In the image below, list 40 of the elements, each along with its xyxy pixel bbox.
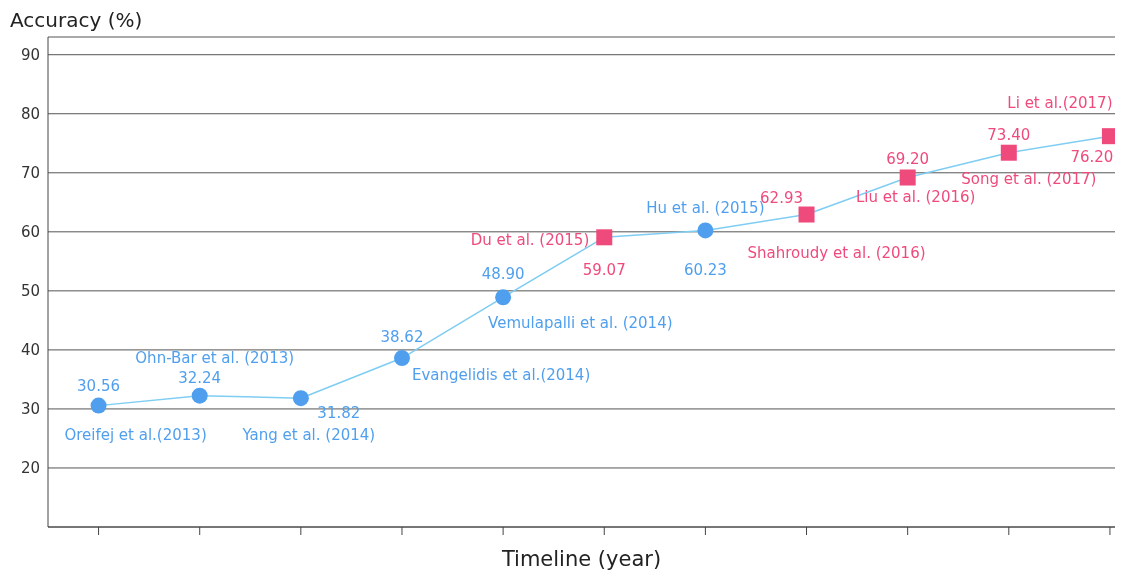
- point: [1000, 144, 1017, 161]
- data-label: 48.90: [481, 265, 525, 284]
- y-tick-label: 90: [20, 46, 40, 65]
- point: [899, 169, 916, 186]
- data-label: 38.62: [380, 328, 424, 347]
- point: [90, 397, 107, 414]
- annotation: Yang et al. (2014): [241, 426, 376, 445]
- point: [393, 350, 410, 367]
- point: [798, 206, 815, 223]
- annotation: Liu et al. (2016): [855, 187, 976, 206]
- annotation: Li et al.(2017): [1007, 94, 1113, 113]
- annotation: Du et al. (2015): [470, 231, 590, 250]
- point: [292, 390, 309, 407]
- x-axis-title: Timeline (year): [500, 547, 662, 570]
- y-tick-label: 50: [20, 282, 40, 301]
- annotation: Vemulapalli et al. (2014): [488, 314, 673, 333]
- point: [495, 289, 512, 306]
- data-label: 60.23: [683, 261, 727, 280]
- data-label: 73.40: [987, 125, 1031, 144]
- y-tick-label: 60: [20, 223, 40, 242]
- y-axis-title: Accuracy (%): [10, 8, 143, 32]
- annotation: Oreifej et al.(2013): [64, 425, 207, 444]
- annotation: Ohn-Bar et al. (2013): [135, 348, 295, 367]
- y-tick-label: 30: [20, 400, 40, 419]
- point: [697, 222, 714, 239]
- data-label: 32.24: [178, 368, 222, 387]
- data-label: 30.56: [77, 376, 121, 395]
- point: [596, 229, 613, 246]
- annotation: Shahroudy et al. (2016): [747, 243, 926, 262]
- data-label: 69.20: [886, 149, 930, 168]
- y-tick-label: 20: [20, 459, 40, 478]
- point: [191, 387, 208, 404]
- y-tick-label: 70: [20, 164, 40, 183]
- data-label: 59.07: [582, 261, 626, 280]
- data-label: 31.82: [317, 404, 361, 423]
- annotation: Evangelidis et al.(2014): [411, 366, 591, 385]
- annotation: Song et al. (2017): [961, 169, 1097, 188]
- y-tick-label: 40: [20, 341, 40, 360]
- y-tick-label: 80: [20, 105, 40, 124]
- data-label: 76.20: [1070, 148, 1114, 167]
